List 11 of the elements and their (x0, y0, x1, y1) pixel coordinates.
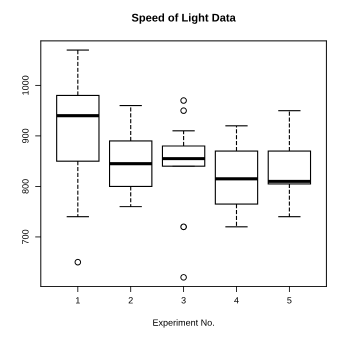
x-tick-label: 1 (76, 297, 80, 304)
y-tick-label: 900 (22, 128, 29, 143)
x-tick-label: 3 (181, 297, 186, 304)
y-tick-label: 700 (22, 230, 29, 244)
x-axis-title: Experiment No. (153, 319, 214, 328)
x-tick-label: 5 (287, 297, 292, 304)
y-tick-label: 1000 (22, 76, 29, 95)
x-tick-label: 4 (234, 297, 239, 304)
x-tick-label: 2 (128, 297, 133, 304)
chart-title: Speed of Light Data (132, 13, 236, 24)
y-tick-label: 800 (22, 179, 29, 194)
